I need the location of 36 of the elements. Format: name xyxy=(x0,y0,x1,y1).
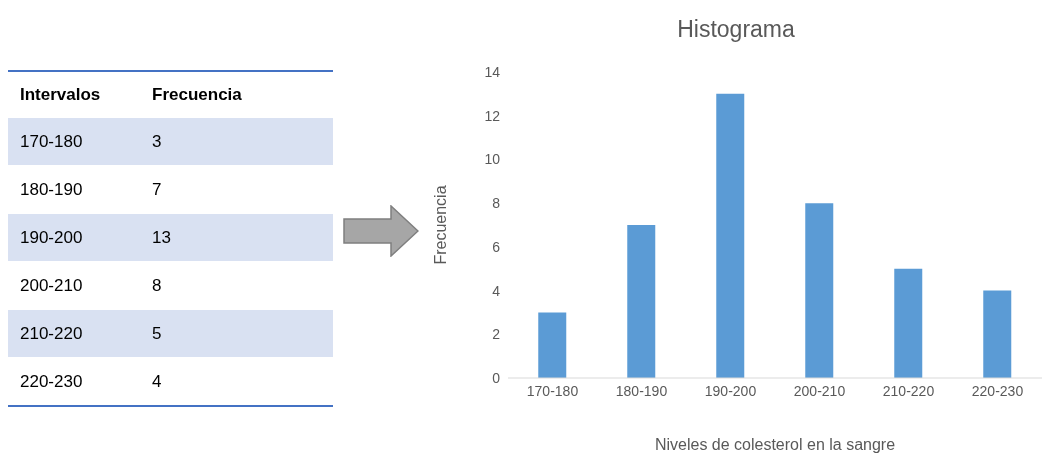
category-label: 210-220 xyxy=(19,323,84,344)
y-tick-label: 12 xyxy=(484,107,501,124)
y-tick-label: 14 xyxy=(484,63,501,80)
text: Intervalos xyxy=(19,85,102,105)
data-label: 7 xyxy=(152,179,162,200)
data-label: 4 xyxy=(152,371,162,392)
y-tick-label: 6 xyxy=(492,238,501,255)
bar xyxy=(983,290,1012,378)
x-tick-label: 200-210 xyxy=(793,382,846,399)
category-label: 170-180 xyxy=(19,131,84,152)
x-tick-label: 180-190 xyxy=(615,382,668,399)
bar xyxy=(894,268,923,378)
x-tick-label: 220-230 xyxy=(971,382,1024,399)
data-label: 13 xyxy=(152,227,171,248)
category-label: 180-190 xyxy=(19,179,84,200)
x-tick-label: 190-200 xyxy=(704,382,757,399)
bar xyxy=(538,312,567,378)
y-tick-label: 0 xyxy=(492,369,501,386)
x-tick-label: 170-180 xyxy=(526,382,579,399)
y-tick-label: 8 xyxy=(492,195,501,212)
y-axis-title: Frecuencia xyxy=(431,185,449,265)
text: Frecuencia xyxy=(152,85,242,105)
category-label: 200-210 xyxy=(19,275,84,296)
data-label: 5 xyxy=(152,323,162,344)
y-tick-label: 2 xyxy=(492,326,501,343)
bar xyxy=(627,225,656,378)
x-tick-label: 210-220 xyxy=(882,382,935,399)
data-label: 3 xyxy=(152,131,162,152)
y-tick-label: 4 xyxy=(492,282,501,299)
chart-title: Histograma xyxy=(676,16,796,43)
x-axis-title: Niveles de colesterol en la sangre xyxy=(654,436,896,453)
bar xyxy=(716,93,745,378)
category-label: 190-200 xyxy=(19,227,84,248)
data-label: 8 xyxy=(152,275,162,296)
y-tick-label: 10 xyxy=(484,151,501,168)
bar xyxy=(805,203,834,378)
